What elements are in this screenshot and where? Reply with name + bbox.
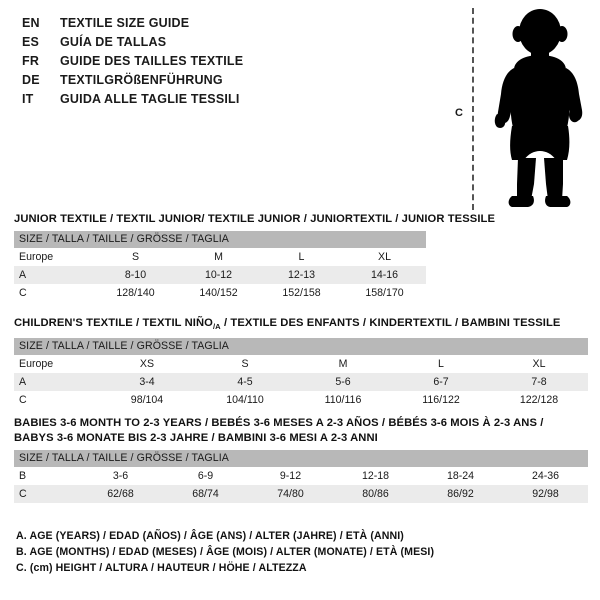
row-label: A	[14, 373, 98, 392]
legend-block: A. AGE (YEARS) / EDAD (AÑOS) / ÂGE (ANS)…	[16, 528, 576, 576]
height-measure-figure: C	[440, 4, 598, 212]
language-title: GUIDE DES TAILLES TEXTILE	[60, 54, 244, 68]
section-title-children-post: / TEXTILE DES ENFANTS / KINDERTEXTIL / B…	[220, 317, 561, 329]
table-row: Europe XS S M L XL	[14, 355, 589, 374]
table-row: Europe S M L XL	[14, 248, 427, 266]
cell: 152/158	[260, 284, 343, 302]
language-row-it: IT GUIDA ALLE TAGLIE TESSILI	[22, 90, 422, 109]
row-label: A	[14, 266, 94, 284]
band-label: SIZE / TALLA / TAILLE / GRÖSSE / TAGLIA	[14, 231, 427, 248]
table-band-row: SIZE / TALLA / TAILLE / GRÖSSE / TAGLIA	[14, 338, 589, 356]
language-code: DE	[22, 73, 40, 87]
toddler-silhouette-icon	[494, 9, 583, 207]
cell: 18-24	[418, 467, 503, 485]
cell: 24-36	[503, 467, 589, 485]
cell: 140/152	[177, 284, 260, 302]
legend-line-c: C. (cm) HEIGHT / ALTURA / HAUTEUR / HÖHE…	[16, 562, 307, 574]
cell: 10-12	[177, 266, 260, 284]
table-row: A 8-10 10-12 12-13 14-16	[14, 266, 427, 284]
table-row: C 98/104 104/110 110/116 116/122 122/128	[14, 391, 589, 410]
cell: 5-6	[294, 373, 392, 392]
language-row-es: ES GUÍA DE TALLAS	[22, 33, 422, 52]
cell: XL	[343, 248, 427, 266]
cell: L	[260, 248, 343, 266]
legend-line-a: A. AGE (YEARS) / EDAD (AÑOS) / ÂGE (ANS)…	[16, 530, 404, 542]
cell: 110/116	[294, 391, 392, 410]
cell: 62/68	[78, 485, 163, 503]
language-row-en: EN TEXTILE SIZE GUIDE	[22, 14, 422, 33]
cell: 9-12	[248, 467, 333, 485]
row-label: C	[14, 391, 98, 410]
band-label: SIZE / TALLA / TAILLE / GRÖSSE / TAGLIA	[14, 450, 589, 467]
section-title-children-sub: /A	[212, 322, 221, 332]
section-junior-textile: JUNIOR TEXTILE / TEXTIL JUNIOR/ TEXTILE …	[14, 212, 496, 302]
table-row: B 3-6 6-9 9-12 12-18 18-24 24-36	[14, 467, 589, 485]
cell: 116/122	[392, 391, 490, 410]
cell: XL	[490, 355, 589, 374]
children-size-table: SIZE / TALLA / TAILLE / GRÖSSE / TAGLIA …	[14, 338, 589, 410]
cell: 128/140	[94, 284, 177, 302]
height-dashed-line-icon	[472, 8, 474, 210]
cell: M	[294, 355, 392, 374]
table-row: C 128/140 140/152 152/158 158/170	[14, 284, 427, 302]
cell: 68/74	[163, 485, 248, 503]
cell: 80/86	[333, 485, 418, 503]
section-title-babies-line1: BABIES 3-6 MONTH TO 2-3 YEARS / BEBÉS 3-…	[14, 417, 544, 429]
table-row: C 62/68 68/74 74/80 80/86 86/92 92/98	[14, 485, 589, 503]
language-code: EN	[22, 16, 40, 30]
section-children-textile: CHILDREN'S TEXTILE / TEXTIL NIÑO/A / TEX…	[14, 316, 589, 410]
cell: 74/80	[248, 485, 333, 503]
section-title-junior: JUNIOR TEXTILE / TEXTIL JUNIOR/ TEXTILE …	[14, 213, 496, 225]
cell: 86/92	[418, 485, 503, 503]
legend-line-b: B. AGE (MONTHS) / EDAD (MESES) / ÂGE (MO…	[16, 546, 435, 558]
cell: 158/170	[343, 284, 427, 302]
section-babies-textile: BABIES 3-6 MONTH TO 2-3 YEARS / BEBÉS 3-…	[14, 416, 589, 503]
table-band-row: SIZE / TALLA / TAILLE / GRÖSSE / TAGLIA	[14, 231, 427, 248]
row-label: C	[14, 284, 94, 302]
cell: 92/98	[503, 485, 589, 503]
cell: S	[94, 248, 177, 266]
junior-size-table: SIZE / TALLA / TAILLE / GRÖSSE / TAGLIA …	[14, 231, 427, 302]
cell: 12-18	[333, 467, 418, 485]
babies-size-table: SIZE / TALLA / TAILLE / GRÖSSE / TAGLIA …	[14, 450, 589, 503]
cell: 122/128	[490, 391, 589, 410]
language-code: FR	[22, 54, 40, 68]
section-title-children-pre: CHILDREN'S TEXTILE / TEXTIL NIÑO	[14, 317, 213, 329]
cell: XS	[98, 355, 196, 374]
section-title-babies-line2: BABYS 3-6 MONATE BIS 2-3 JAHRE / BAMBINI…	[14, 432, 378, 444]
cell: 98/104	[98, 391, 196, 410]
cell: 3-6	[78, 467, 163, 485]
cell: S	[196, 355, 294, 374]
band-label: SIZE / TALLA / TAILLE / GRÖSSE / TAGLIA	[14, 338, 589, 356]
language-title: GUIDA ALLE TAGLIE TESSILI	[60, 92, 240, 106]
row-label: Europe	[14, 248, 94, 266]
language-list: EN TEXTILE SIZE GUIDE ES GUÍA DE TALLAS …	[22, 14, 422, 109]
language-row-fr: FR GUIDE DES TAILLES TEXTILE	[22, 52, 422, 71]
measure-label-c: C	[455, 107, 463, 119]
cell: 7-8	[490, 373, 589, 392]
cell: 12-13	[260, 266, 343, 284]
table-band-row: SIZE / TALLA / TAILLE / GRÖSSE / TAGLIA	[14, 450, 589, 467]
row-label: C	[14, 485, 78, 503]
language-code: ES	[22, 35, 40, 49]
cell: 4-5	[196, 373, 294, 392]
cell: 14-16	[343, 266, 427, 284]
language-code: IT	[22, 92, 34, 106]
row-label: Europe	[14, 355, 98, 374]
section-title-children: CHILDREN'S TEXTILE / TEXTIL NIÑO/A / TEX…	[14, 316, 588, 334]
language-row-de: DE TEXTILGRÖßENFÜHRUNG	[22, 71, 422, 90]
cell: L	[392, 355, 490, 374]
cell: 3-4	[98, 373, 196, 392]
cell: 6-7	[392, 373, 490, 392]
table-row: A 3-4 4-5 5-6 6-7 7-8	[14, 373, 589, 392]
language-title: TEXTILE SIZE GUIDE	[60, 16, 190, 30]
cell: 104/110	[196, 391, 294, 410]
cell: M	[177, 248, 260, 266]
cell: 8-10	[94, 266, 177, 284]
language-title: TEXTILGRÖßENFÜHRUNG	[60, 73, 223, 87]
cell: 6-9	[163, 467, 248, 485]
language-title: GUÍA DE TALLAS	[60, 35, 167, 49]
row-label: B	[14, 467, 78, 485]
